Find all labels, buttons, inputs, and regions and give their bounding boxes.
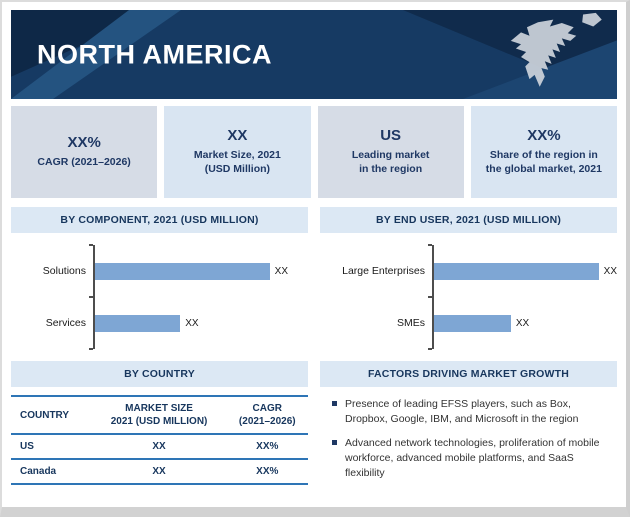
stat-value: XX%	[527, 127, 561, 145]
axis-tick	[428, 348, 432, 350]
bar-value-services: XX	[185, 317, 199, 329]
factors-list: Presence of leading EFSS players, such a…	[320, 397, 617, 480]
factors-column: FACTORS DRIVING MARKET GROWTH Presence o…	[320, 361, 617, 490]
cell-country: US	[20, 441, 34, 452]
axis-tick	[89, 296, 93, 298]
bar-label-large-enterprises: Large Enterprises	[342, 265, 425, 277]
bar-label-services: Services	[45, 317, 86, 329]
section-header-factors: FACTORS DRIVING MARKET GROWTH	[320, 361, 617, 387]
axis-tick	[428, 244, 432, 246]
charts-section: BY COMPONENT, 2021 (USD MILLION) Solutio…	[11, 207, 617, 361]
stat-card-region-share: XX% Share of the region in the global ma…	[470, 106, 617, 198]
stat-value: US	[380, 127, 402, 145]
end-user-column: BY END USER, 2021 (USD MILLION) Large En…	[320, 207, 617, 361]
table-row-us: US XX XX%	[11, 434, 308, 459]
square-bullet-icon	[332, 440, 337, 446]
section-header-country: BY COUNTRY	[11, 361, 308, 387]
cell-market-size: XX	[152, 466, 166, 477]
bar-services	[95, 314, 181, 332]
stat-label: Leading market in the region	[351, 149, 430, 175]
cell-market-size: XX	[152, 441, 166, 452]
square-bullet-icon	[332, 401, 337, 406]
factor-text: Presence of leading EFSS players, such a…	[345, 398, 579, 425]
table-header-country: COUNTRY	[20, 409, 70, 421]
bar-value-solutions: XX	[274, 265, 288, 277]
bar-value-large-enterprises: XX	[603, 265, 617, 277]
bar-smes	[434, 314, 511, 332]
axis-tick	[89, 348, 93, 350]
chart-plot-area: XX XX	[89, 244, 308, 350]
section-header-end-user: BY END USER, 2021 (USD MILLION)	[320, 207, 617, 233]
bar-label-smes: SMEs	[396, 317, 425, 329]
region-banner: NORTH AMERICA	[11, 10, 617, 99]
axis-tick	[428, 296, 432, 298]
component-column: BY COMPONENT, 2021 (USD MILLION) Solutio…	[11, 207, 308, 361]
stat-card-leading-market: US Leading market in the region	[317, 106, 464, 198]
chart-plot-area: XX XX	[428, 244, 617, 350]
cell-cagr: XX%	[256, 466, 279, 477]
chart-category-labels: Large Enterprises SMEs	[320, 245, 432, 349]
table-header-cagr: CAGR (2021–2026)	[238, 403, 296, 427]
bar-large-enterprises	[434, 262, 599, 280]
stat-label: CAGR (2021–2026)	[37, 156, 131, 169]
table-row-canada: Canada XX XX%	[11, 459, 308, 484]
factor-text: Advanced network technologies, prolifera…	[345, 437, 600, 479]
bar-chart-end-user: Large Enterprises SMEs XX XX	[320, 233, 617, 361]
stat-label: Share of the region in the global market…	[485, 149, 602, 175]
country-table: COUNTRY MARKET SIZE 2021 (USD MILLION) C…	[11, 395, 308, 485]
stat-label: Market Size, 2021 (USD Million)	[193, 149, 281, 175]
axis-tick	[89, 244, 93, 246]
stat-card-market-size: XX Market Size, 2021 (USD Million)	[164, 106, 311, 198]
region-title: NORTH AMERICA	[37, 39, 272, 69]
stat-card-cagr: XX% CAGR (2021–2026)	[11, 106, 158, 198]
table-header-market-size: MARKET SIZE 2021 (USD MILLION)	[110, 403, 208, 427]
stat-value: XX%	[67, 134, 101, 152]
bar-solutions	[95, 262, 270, 280]
stat-value: XX	[227, 127, 248, 145]
table-header-row: COUNTRY MARKET SIZE 2021 (USD MILLION) C…	[11, 396, 308, 434]
bar-chart-component: Solutions Services XX XX	[11, 233, 308, 361]
chart-category-labels: Solutions Services	[11, 245, 93, 349]
cell-cagr: XX%	[256, 441, 279, 452]
factor-item: Presence of leading EFSS players, such a…	[332, 397, 611, 426]
country-column: BY COUNTRY COUNTRY MARKET SIZE 2021 (USD…	[11, 361, 308, 490]
north-america-map-icon	[499, 12, 611, 97]
stat-cards-row: XX% CAGR (2021–2026) XX Market Size, 202…	[11, 106, 617, 198]
lower-section: BY COUNTRY COUNTRY MARKET SIZE 2021 (USD…	[11, 361, 617, 490]
factor-item: Advanced network technologies, prolifera…	[332, 436, 611, 480]
bar-value-smes: XX	[515, 317, 530, 329]
bar-label-solutions: Solutions	[42, 265, 86, 277]
section-header-component: BY COMPONENT, 2021 (USD MILLION)	[11, 207, 308, 233]
cell-country: Canada	[20, 466, 57, 477]
